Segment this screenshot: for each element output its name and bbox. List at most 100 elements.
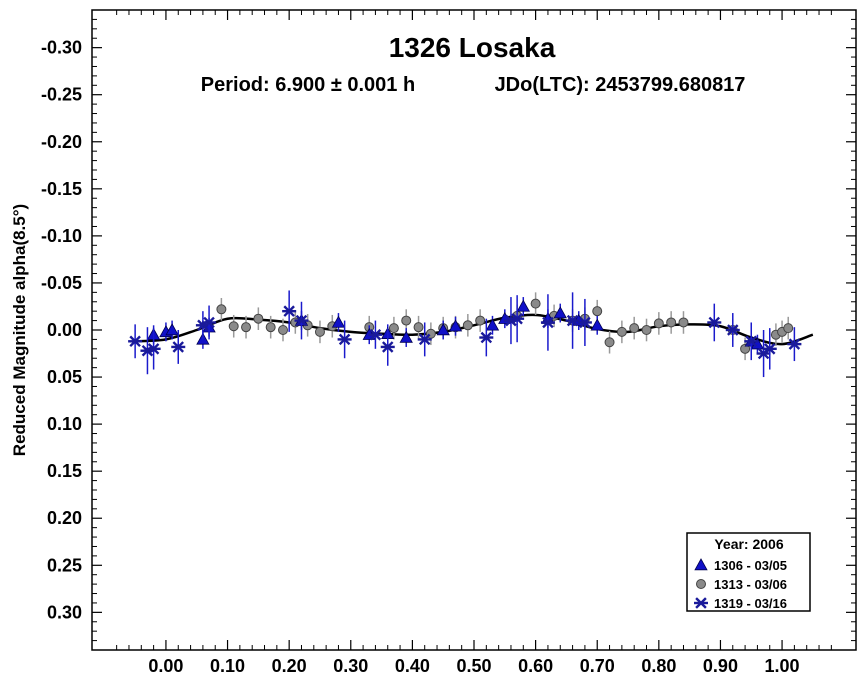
data-point-asterisk	[368, 328, 383, 341]
data-point-circle	[653, 318, 664, 329]
y-tick-label: -0.10	[41, 226, 82, 246]
data-point-asterisk	[380, 341, 395, 353]
data-point-circle	[475, 315, 486, 326]
data-point-asterisk	[762, 343, 777, 355]
asterisk-stroke	[295, 314, 308, 327]
data-point-asterisk	[294, 314, 309, 327]
x-tick-label: 0.50	[456, 656, 491, 676]
fit-curve	[135, 313, 814, 346]
y-tick-label: -0.25	[41, 85, 82, 105]
x-tick-label: 0.10	[210, 656, 245, 676]
data-point-triangle	[448, 319, 463, 332]
legend-entry-label: 1306 - 03/05	[714, 558, 787, 573]
data-point-circle	[678, 317, 689, 328]
data-point-circle	[216, 304, 227, 315]
asterisk-stroke	[129, 335, 141, 348]
asterisk-stroke	[542, 316, 554, 329]
y-tick-label: -0.05	[41, 273, 82, 293]
asterisk-stroke	[283, 305, 295, 317]
data-point-asterisk	[171, 341, 186, 353]
y-tick-label: -0.30	[41, 38, 82, 58]
y-tick-label: -0.20	[41, 132, 82, 152]
data-point-circle	[253, 313, 264, 324]
data-point-circle	[616, 326, 627, 337]
data-point-circle	[530, 298, 541, 309]
legend-entry-label: 1319 - 03/16	[714, 596, 787, 611]
chart-title: 1326 Losaka	[389, 32, 556, 63]
data-point-circle	[783, 323, 794, 334]
x-tick-label: 0.00	[148, 656, 183, 676]
data-point-circle	[278, 325, 288, 335]
data-point-asterisk	[282, 305, 297, 317]
data-points	[128, 290, 802, 378]
legend-title: Year: 2006	[714, 536, 783, 552]
fit-curve-line	[135, 313, 814, 346]
data-point-circle	[401, 315, 412, 326]
y-tick-label: 0.25	[47, 555, 82, 575]
data-point-asterisk	[337, 333, 352, 346]
data-point-circle	[604, 337, 615, 348]
x-tick-label: 0.80	[641, 656, 676, 676]
data-point-asterisk	[744, 335, 759, 348]
x-tick-label: 0.60	[518, 656, 553, 676]
data-point-circle	[241, 322, 252, 333]
legend-entry-label: 1313 - 03/06	[714, 577, 787, 592]
asterisk-stroke	[745, 335, 758, 348]
data-point-asterisk	[146, 343, 161, 355]
data-point-triangle	[399, 330, 413, 343]
data-point-asterisk	[725, 324, 740, 336]
y-tick-label: 0.10	[47, 414, 82, 434]
data-point-asterisk	[417, 333, 432, 346]
data-point-triangle	[331, 315, 346, 328]
asterisk-stroke	[727, 324, 739, 336]
y-tick-label: -0.15	[41, 179, 82, 199]
data-point-triangle	[485, 318, 500, 331]
asterisk-stroke	[566, 314, 579, 327]
asterisk-stroke	[203, 316, 215, 329]
data-point-circle	[666, 317, 677, 328]
data-point-circle	[641, 325, 652, 335]
asterisk-stroke	[338, 333, 351, 346]
asterisk-stroke	[511, 312, 523, 325]
data-point-triangle	[436, 323, 450, 336]
legend-box	[686, 532, 811, 612]
asterisk-stroke	[147, 343, 160, 355]
x-tick-label: 0.20	[272, 656, 307, 676]
asterisk-stroke	[708, 316, 721, 329]
data-point-circle	[592, 306, 603, 317]
asterisk-stroke	[381, 341, 394, 353]
y-tick-label: 0.05	[47, 367, 82, 387]
data-point-triangle	[165, 323, 179, 336]
x-tick-label: 0.70	[580, 656, 615, 676]
x-tick-label: 0.30	[333, 656, 368, 676]
asterisk-stroke	[579, 316, 591, 329]
data-point-asterisk	[202, 316, 217, 329]
data-point-asterisk	[540, 316, 555, 329]
asterisk-stroke	[763, 343, 776, 355]
data-point-circle	[629, 323, 640, 334]
data-point-asterisk	[128, 335, 143, 348]
axes: -0.30 -0.25 -0.20 -0.15 -0.10 -0.05 0.00 0.05 0.…	[41, 9, 856, 676]
asterisk-stroke	[418, 333, 431, 346]
y-tick-label: 0.30	[47, 602, 82, 622]
data-point-triangle	[553, 306, 567, 319]
legend: Year: 2006 1306 - 03/05 1313 - 03/06 1319 …	[686, 532, 811, 612]
series-asterisk	[128, 290, 802, 378]
data-point-asterisk	[787, 338, 802, 350]
data-point-circle	[413, 322, 424, 333]
data-point-triangle	[590, 318, 604, 331]
period-label: Period: 6.900 ± 0.001 h	[201, 74, 415, 96]
data-point-asterisk	[577, 316, 592, 329]
y-tick-label: 0.20	[47, 508, 82, 528]
data-point-circle	[228, 321, 239, 332]
legend-marker-asterisk	[694, 597, 708, 609]
asterisk-stroke	[788, 338, 801, 350]
data-point-asterisk	[707, 316, 722, 329]
y-tick-label: 0.15	[47, 461, 82, 481]
epoch-label: JDo(LTC): 2453799.680817	[495, 74, 746, 96]
x-tick-label: 0.90	[703, 656, 738, 676]
data-point-circle	[388, 323, 399, 334]
data-point-triangle	[516, 299, 530, 312]
data-point-asterisk	[565, 314, 580, 327]
legend-marker-circle	[696, 579, 706, 589]
